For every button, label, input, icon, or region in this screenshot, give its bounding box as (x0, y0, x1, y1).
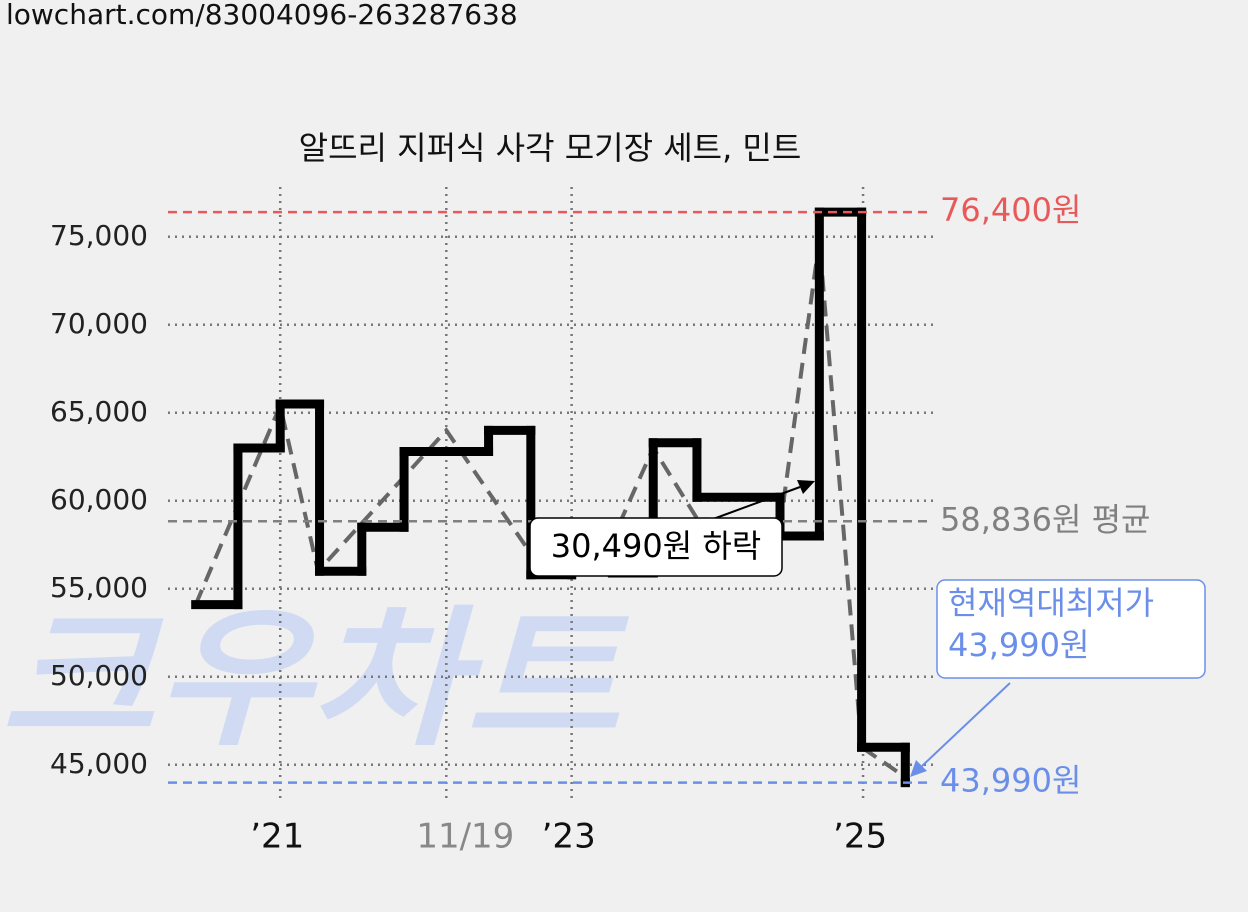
y-tick-label: 60,000 (50, 483, 148, 516)
annotation-text: 30,490원 하락 (551, 527, 761, 565)
annotation-arrowhead (910, 760, 927, 777)
annotation-arrow (704, 486, 801, 523)
annotation-text: 현재역대최저가 (948, 584, 1154, 622)
average-line (193, 240, 907, 779)
url: lowchart.com/83004096-263287638 (6, 0, 518, 31)
y-tick-label: 65,000 (50, 395, 148, 428)
annotation-box (936, 579, 1206, 679)
x-tick-label: 11/19 (416, 817, 514, 857)
y-tick-label: 70,000 (50, 307, 148, 340)
y-tick-label: 75,000 (50, 219, 148, 252)
chart-title: 알뜨리 지퍼식 사각 모기장 세트, 민트 (299, 129, 802, 167)
annotation-box (529, 517, 783, 577)
annotation-arrowhead (797, 480, 815, 494)
x-tick-label: ’23 (542, 817, 596, 857)
x-tick-label: ’21 (250, 817, 304, 857)
reference-label: 58,836원 평균 (940, 500, 1150, 538)
y-tick-label: 50,000 (50, 659, 148, 692)
y-tick-label: 45,000 (50, 747, 148, 780)
reference-label: 76,400원 (940, 191, 1081, 229)
y-tick-label: 55,000 (50, 571, 148, 604)
watermark: 크우차트 (0, 593, 630, 767)
annotation-text: 43,990원 (948, 626, 1089, 664)
annotation-arrow (921, 682, 1011, 767)
reference-label: 43,990원 (940, 762, 1081, 800)
x-tick-label: ’25 (833, 817, 887, 857)
